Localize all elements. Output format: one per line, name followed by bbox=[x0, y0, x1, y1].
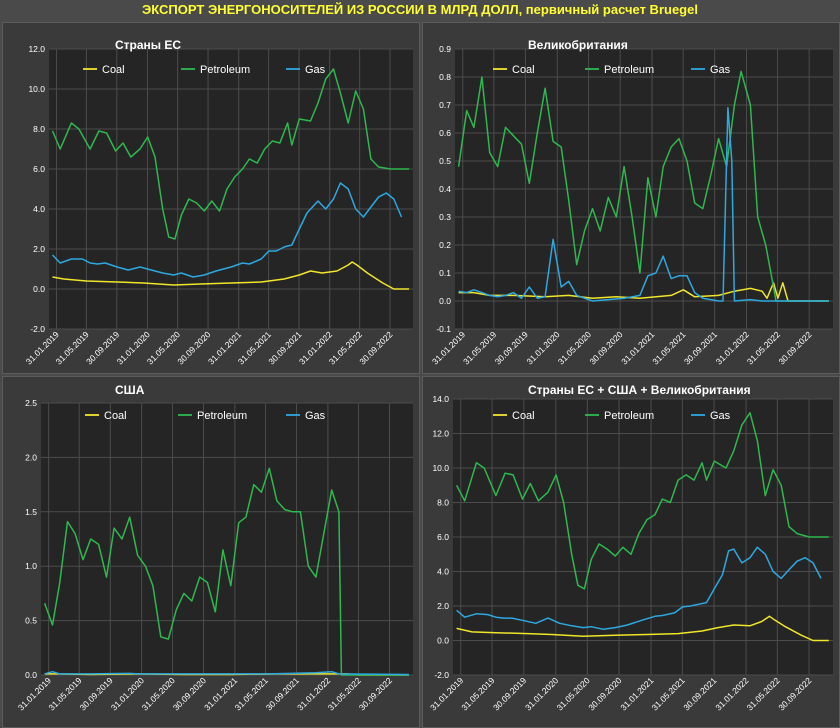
legend-label: Gas bbox=[710, 64, 731, 76]
series-line-coal bbox=[458, 282, 829, 302]
y-tick-label: 0.0 bbox=[437, 636, 449, 646]
y-tick-label: 14.0 bbox=[432, 394, 449, 404]
x-tick-label: 31.05.2022 bbox=[745, 675, 782, 712]
series-line-coal bbox=[456, 615, 829, 642]
y-tick-label: 1.5 bbox=[25, 507, 37, 517]
y-tick-label: 0.9 bbox=[439, 44, 451, 54]
x-tick-label: 31.05.2021 bbox=[650, 675, 687, 712]
series-line-gas bbox=[44, 670, 409, 676]
y-tick-label: 0.6 bbox=[439, 128, 451, 138]
y-tick-label: 2.0 bbox=[25, 452, 37, 462]
x-tick-label: 30.09.2020 bbox=[586, 675, 623, 712]
legend-label: Gas bbox=[305, 410, 326, 422]
y-tick-label: 4.0 bbox=[33, 204, 45, 214]
chart-svg: 31.01.201931.05.201930.09.201931.01.2020… bbox=[24, 44, 413, 366]
chart-svg: 31.01.201931.05.201930.09.201931.01.2020… bbox=[430, 44, 833, 366]
legend-label: Petroleum bbox=[200, 64, 250, 76]
y-tick-label: 2.0 bbox=[437, 601, 449, 611]
series-line-petroleum bbox=[43, 467, 409, 676]
y-tick-label: 6.0 bbox=[437, 532, 449, 542]
chart-svg: 31.01.201931.05.201930.09.201931.01.2020… bbox=[428, 394, 833, 712]
y-tick-label: 0.0 bbox=[25, 670, 37, 680]
legend-label: Coal bbox=[512, 410, 535, 422]
y-tick-label: 0.5 bbox=[439, 156, 451, 166]
legend-label: Coal bbox=[104, 410, 127, 422]
x-tick-label: 30.09.2022 bbox=[357, 675, 394, 712]
x-tick-label: 30.09.2022 bbox=[357, 329, 394, 366]
y-tick-label: 4.0 bbox=[437, 567, 449, 577]
y-tick-label: 0.0 bbox=[33, 284, 45, 294]
chart-svg: 31.01.201931.05.201930.09.201931.01.2020… bbox=[16, 398, 413, 712]
legend-label: Petroleum bbox=[604, 410, 654, 422]
series-line-coal bbox=[52, 261, 409, 290]
chart-panel-usa: 31.01.2019 31.05.2019 30.09.2019 31.01.2020… bbox=[2, 376, 420, 728]
legend-label: Coal bbox=[102, 64, 125, 76]
y-tick-label: 8.0 bbox=[33, 124, 45, 134]
x-tick-label: 30.09.2020 bbox=[587, 329, 624, 366]
y-tick-label: 8.0 bbox=[437, 498, 449, 508]
y-tick-label: 0.8 bbox=[439, 72, 451, 82]
x-tick-label: 30.09.2021 bbox=[682, 329, 719, 366]
y-tick-label: 10.0 bbox=[432, 463, 449, 473]
y-tick-label: 0.5 bbox=[25, 616, 37, 626]
x-tick-label: 30.09.2019 bbox=[491, 675, 528, 712]
legend-label: Petroleum bbox=[197, 410, 247, 422]
x-tick-label: 30.09.2022 bbox=[776, 675, 813, 712]
y-tick-label: 0.1 bbox=[439, 268, 451, 278]
series-line-gas bbox=[458, 107, 829, 302]
x-tick-label: 30.09.2021 bbox=[681, 675, 718, 712]
chart-title: Великобритания bbox=[528, 38, 628, 52]
y-tick-label: -2.0 bbox=[434, 670, 449, 680]
chart-title: Страны ЕС bbox=[115, 38, 182, 52]
plot-area bbox=[49, 49, 413, 329]
x-tick-label: 30.09.2019 bbox=[493, 329, 530, 366]
y-tick-label: 2.5 bbox=[25, 398, 37, 408]
chart-panel-total: 31.01.2019 31.05.2019 30.09.2019 31.01.2020… bbox=[422, 376, 840, 728]
y-tick-label: 12.0 bbox=[432, 429, 449, 439]
y-tick-label: 0.3 bbox=[439, 212, 451, 222]
series-line-petroleum bbox=[455, 412, 829, 590]
chart-title: Страны ЕС + США + Великобритания bbox=[528, 383, 751, 397]
legend-label: Coal bbox=[512, 64, 535, 76]
chart-panel-uk: 31.01.2019 31.05.2019 30.09.2019 31.01.2020… bbox=[422, 22, 840, 374]
y-tick-label: 0.0 bbox=[439, 296, 451, 306]
y-tick-label: 10.0 bbox=[28, 84, 45, 94]
y-tick-label: -0.1 bbox=[436, 324, 451, 334]
y-tick-label: 0.7 bbox=[439, 100, 451, 110]
chart-panel-eu: 31.01.2019 31.05.2019 30.09.2019 31.01.2020… bbox=[2, 22, 420, 374]
series-line-gas bbox=[51, 182, 403, 278]
y-tick-label: -2.0 bbox=[30, 324, 45, 334]
series-line-petroleum bbox=[51, 68, 409, 240]
y-tick-label: 1.0 bbox=[25, 561, 37, 571]
page-title: ЭКСПОРТ ЭНЕРГОНОСИТЕЛЕЙ ИЗ РОССИИ В МЛРД… bbox=[142, 2, 698, 17]
y-tick-label: 0.4 bbox=[439, 184, 451, 194]
series-line-petroleum bbox=[457, 70, 829, 302]
x-tick-label: 30.09.2022 bbox=[776, 329, 813, 366]
chart-title: США bbox=[115, 383, 145, 397]
y-tick-label: 6.0 bbox=[33, 164, 45, 174]
series-line-gas bbox=[456, 546, 822, 631]
y-tick-label: 2.0 bbox=[33, 244, 45, 254]
legend-label: Petroleum bbox=[604, 64, 654, 76]
plot-area bbox=[41, 403, 413, 675]
y-tick-label: 12.0 bbox=[28, 44, 45, 54]
x-tick-label: 31.05.2020 bbox=[555, 675, 592, 712]
legend-label: Gas bbox=[305, 64, 326, 76]
x-tick-label: 31.05.2019 bbox=[459, 675, 496, 712]
legend-label: Gas bbox=[710, 410, 731, 422]
y-tick-label: 0.2 bbox=[439, 240, 451, 250]
